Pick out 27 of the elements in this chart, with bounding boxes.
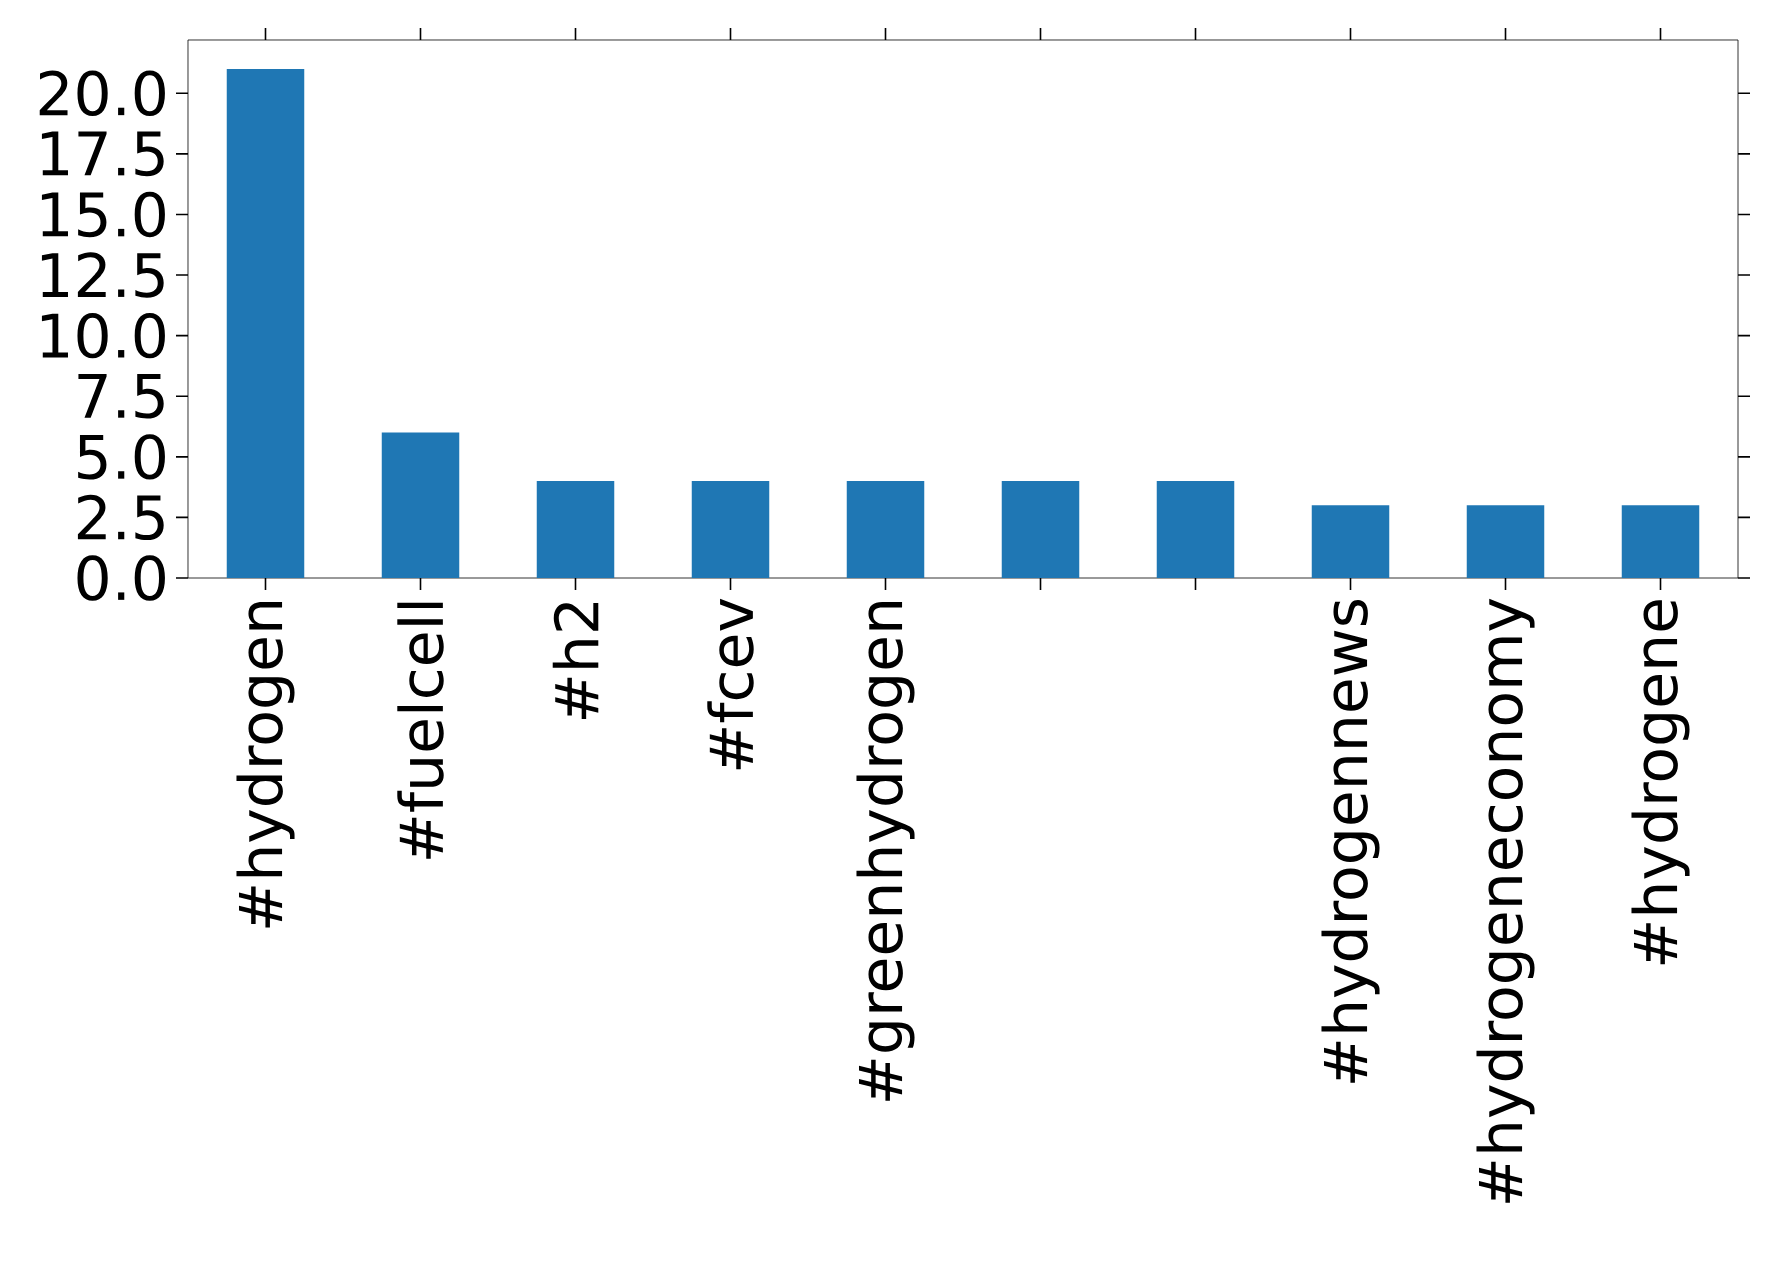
y-tick-label: 7.5: [78, 373, 164, 419]
x-tick-label: #h2: [552, 603, 599, 719]
x-tick-label: #hydrogene: [1631, 600, 1690, 965]
y-tick-label: 5.0: [78, 434, 165, 480]
bar: [226, 69, 305, 578]
y-tick-label: 0.0: [77, 555, 165, 601]
x-tick-label: #hydrogennews: [1321, 599, 1380, 1083]
x-tick-label: #hydrogen: [236, 602, 295, 928]
y-tick-label: 2.5: [77, 494, 164, 541]
x-tick-label: #fuelcell: [397, 602, 444, 859]
bar: [1466, 505, 1545, 578]
y-tick-label: 15.0: [41, 191, 165, 238]
y-tick-label: 10.0: [41, 312, 165, 359]
bar: [1156, 481, 1235, 578]
bar: [1001, 481, 1080, 578]
y-tick-label: 12.5: [41, 252, 164, 298]
x-tick-label: #fcev: [707, 598, 754, 770]
x-tick-label: #hydrogeneconomy: [1476, 598, 1535, 1203]
bar: [536, 481, 615, 578]
bar: [846, 481, 925, 578]
bar: [381, 432, 460, 578]
bar: [1311, 505, 1390, 578]
bar: [691, 481, 770, 578]
y-tick-label: 20.0: [39, 70, 165, 116]
y-tick-label: 17.5: [41, 131, 164, 177]
bar: [1621, 505, 1700, 578]
x-tick-label: #greenhydrogen: [856, 602, 915, 1101]
